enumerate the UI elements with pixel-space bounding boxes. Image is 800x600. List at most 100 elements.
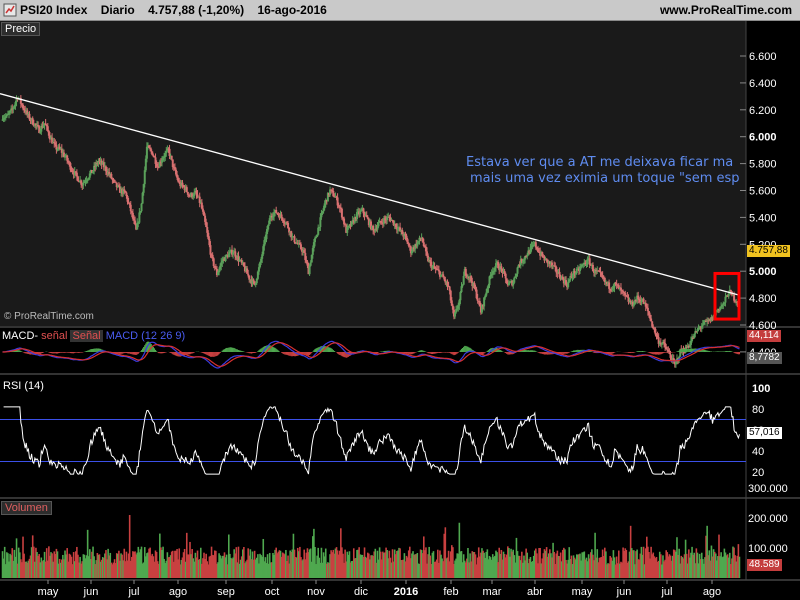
candle-body	[585, 264, 588, 266]
candle-body	[379, 220, 382, 223]
candle-body	[358, 211, 361, 215]
candle-body	[445, 281, 448, 283]
candle-body	[531, 244, 534, 247]
candle-body	[315, 236, 318, 239]
candle-body	[104, 166, 107, 172]
candle-body	[287, 222, 290, 228]
candle-body	[47, 130, 50, 136]
candle-body	[420, 237, 423, 239]
candle-body	[678, 356, 681, 360]
candle-body	[622, 290, 625, 292]
trend-line[interactable]	[0, 93, 741, 297]
candle-body	[96, 162, 99, 164]
candle-body	[278, 214, 281, 219]
candle-body	[458, 300, 461, 306]
candle-body	[336, 197, 339, 206]
candle-body	[232, 252, 235, 255]
candle-body	[716, 308, 719, 311]
macd-label: MACD-	[2, 330, 39, 342]
candle-body	[456, 308, 459, 310]
candle-body	[532, 244, 535, 246]
candle-body	[521, 260, 524, 263]
candle-body	[178, 181, 181, 183]
candle-body	[689, 340, 692, 345]
highlight-box	[713, 271, 741, 321]
candle-body	[154, 157, 157, 164]
candle-body	[195, 190, 198, 195]
candle-body	[322, 208, 325, 212]
candle-body	[109, 173, 112, 175]
period-label: Diario	[100, 3, 135, 17]
candle-body	[558, 271, 561, 277]
candle-body	[483, 297, 486, 307]
candle-body	[317, 227, 320, 235]
candle-body	[652, 326, 655, 329]
candle-body	[661, 341, 664, 344]
candle-body	[407, 243, 410, 246]
candle-body	[417, 241, 420, 243]
price-tick-label: 5.600	[749, 186, 777, 198]
candle-body	[575, 268, 578, 273]
candle-body	[236, 255, 239, 259]
candle-body	[387, 216, 390, 218]
candle-body	[228, 251, 231, 254]
price-tick-label: 6.000	[749, 132, 777, 144]
rsi-panel-label: RSI (14)	[3, 380, 44, 392]
candle-body	[421, 237, 424, 243]
candle-body	[650, 318, 653, 322]
candle-body	[83, 181, 86, 183]
candle-body	[89, 170, 92, 174]
volume-tick-label: 200.000	[748, 513, 788, 525]
candle-body	[500, 266, 503, 269]
candle-body	[208, 238, 211, 246]
candle-body	[463, 269, 466, 276]
candle-body	[372, 225, 375, 230]
candle-body	[431, 266, 434, 268]
candle-body	[281, 217, 284, 221]
candle-body	[87, 177, 90, 180]
candle-body	[413, 247, 416, 250]
candle-body	[225, 255, 228, 257]
signal-line	[2, 342, 740, 368]
rsi-tick-label: 40	[752, 446, 764, 458]
candle-body	[200, 202, 203, 209]
candle-body	[365, 215, 368, 218]
candle-body	[237, 255, 240, 262]
candle-body	[271, 216, 274, 218]
candle-body	[348, 224, 351, 227]
candle-body	[288, 227, 291, 233]
candle-body	[279, 214, 282, 219]
candle-body	[313, 238, 316, 243]
candle-body	[378, 220, 381, 223]
candle-body	[614, 283, 617, 285]
candle-body	[480, 305, 483, 313]
chart-area[interactable]: 6.6006.4006.2006.0005.8005.6005.4005.200…	[0, 21, 800, 600]
candle-body	[405, 235, 408, 240]
candle-body	[631, 302, 634, 306]
candle-body	[99, 160, 102, 162]
candle-body	[576, 268, 579, 270]
candle-body	[530, 246, 533, 248]
candle-body	[347, 226, 350, 228]
candle-body	[390, 219, 393, 221]
candle-body	[261, 254, 264, 259]
candle-body	[715, 310, 718, 312]
candle-body	[143, 170, 146, 185]
candle-body	[223, 258, 226, 261]
candle-body	[626, 296, 629, 298]
candle-body	[465, 275, 468, 277]
candle-body	[352, 220, 355, 223]
candle-body	[540, 252, 543, 256]
candle-body	[518, 264, 521, 266]
candle-body	[243, 266, 246, 272]
x-tick-label: may	[572, 586, 593, 598]
site-link[interactable]: www.ProRealTime.com	[659, 3, 792, 17]
instrument-icon[interactable]	[3, 3, 17, 17]
candle-body	[123, 189, 126, 191]
candle-body	[338, 206, 341, 208]
candle-body	[361, 208, 364, 211]
candle-body	[455, 309, 458, 313]
candle-body	[64, 156, 67, 158]
candle-body	[270, 215, 273, 217]
annotation-text: Estava ver que a AT me deixava ficar ma …	[466, 155, 743, 189]
